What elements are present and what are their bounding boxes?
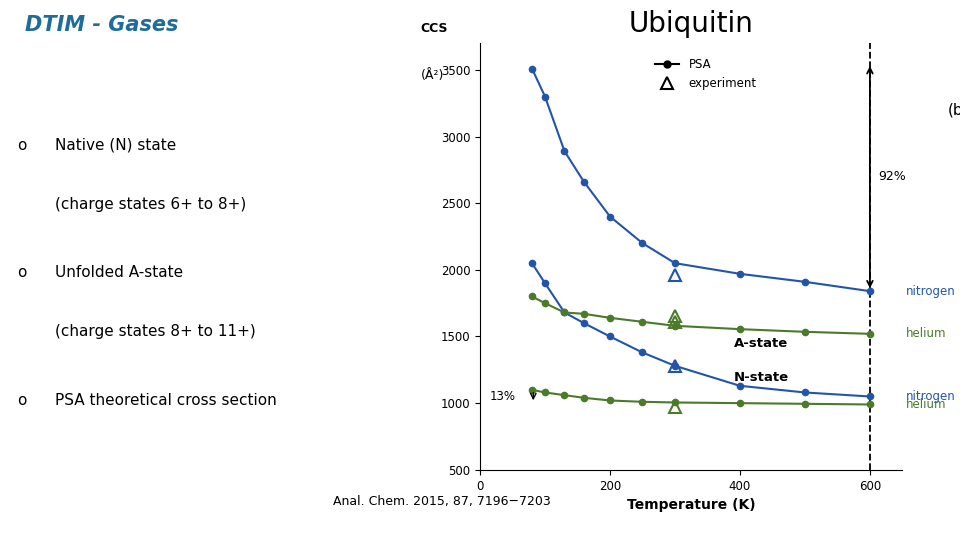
Text: nitrogen: nitrogen <box>905 285 955 298</box>
Text: nitrogen: nitrogen <box>905 390 955 403</box>
Text: o: o <box>17 265 26 280</box>
Text: 13%: 13% <box>490 390 516 403</box>
Text: N-state: N-state <box>733 372 788 384</box>
Title: Ubiquitin: Ubiquitin <box>629 10 754 38</box>
Text: 21: 21 <box>14 515 27 525</box>
Text: (b): (b) <box>948 103 960 117</box>
X-axis label: Temperature (K): Temperature (K) <box>627 498 756 512</box>
Text: o: o <box>17 138 26 153</box>
Text: September 10, 2020: September 10, 2020 <box>58 515 158 525</box>
Text: Native (N) state: Native (N) state <box>55 138 177 153</box>
Text: A-state: A-state <box>733 336 788 350</box>
Text: 92%: 92% <box>878 170 906 183</box>
Text: helium: helium <box>905 327 947 340</box>
Text: Title: Title <box>192 515 213 525</box>
Text: Unfolded A-state: Unfolded A-state <box>55 265 183 280</box>
Text: (Å²): (Å²) <box>420 69 444 82</box>
Text: ✷ Agilent: ✷ Agilent <box>860 513 925 526</box>
Legend: PSA, experiment: PSA, experiment <box>651 53 761 94</box>
Text: helium: helium <box>905 398 947 411</box>
Text: (charge states 8+ to 11+): (charge states 8+ to 11+) <box>55 325 255 339</box>
Text: CCS: CCS <box>420 22 448 35</box>
Text: DTIM - Gases: DTIM - Gases <box>25 15 179 35</box>
Text: o: o <box>17 393 26 408</box>
Text: Confidentiality label: Confidentiality label <box>317 515 415 525</box>
Text: Regulatory statement (if applicable): Regulatory statement (if applicable) <box>461 515 638 525</box>
Text: PSA theoretical cross section: PSA theoretical cross section <box>55 393 276 408</box>
Text: (charge states 6+ to 8+): (charge states 6+ to 8+) <box>55 197 246 212</box>
Text: Anal. Chem. 2015, 87, 7196−7203: Anal. Chem. 2015, 87, 7196−7203 <box>333 495 550 508</box>
